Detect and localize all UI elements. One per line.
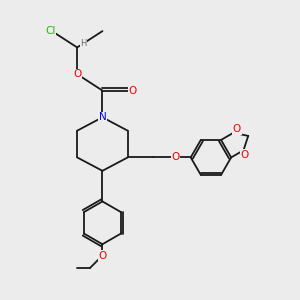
Text: Cl: Cl — [45, 26, 56, 36]
Text: O: O — [98, 250, 106, 260]
Text: O: O — [241, 150, 249, 160]
Text: O: O — [233, 124, 241, 134]
Text: O: O — [73, 69, 81, 79]
Text: H: H — [80, 38, 87, 47]
Text: N: N — [99, 112, 106, 122]
Text: O: O — [128, 85, 136, 96]
Text: O: O — [171, 152, 179, 162]
